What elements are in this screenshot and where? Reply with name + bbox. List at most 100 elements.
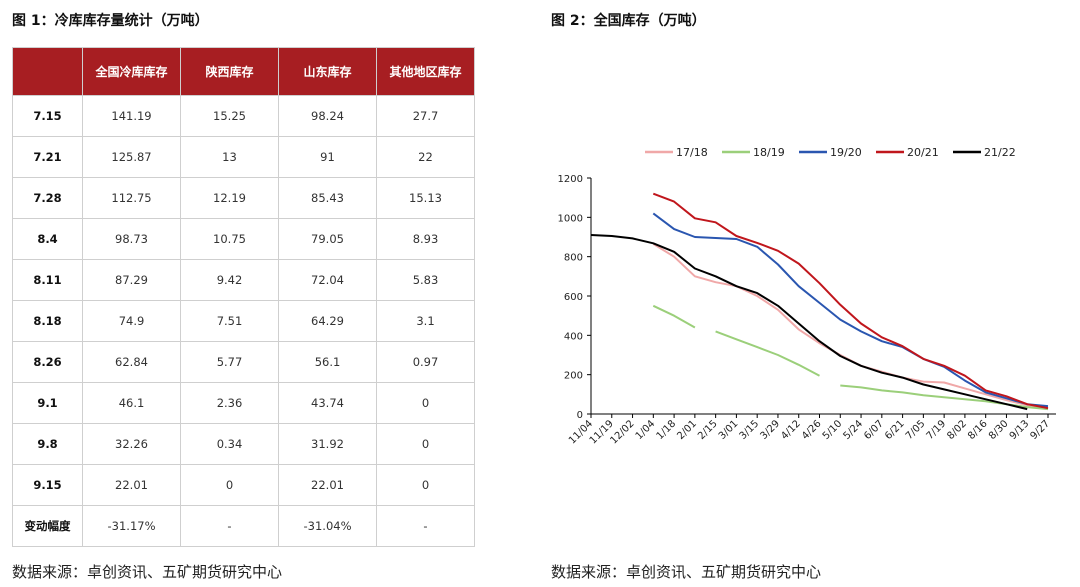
table-cell: 0 bbox=[180, 464, 279, 506]
table-row: 7.28 112.75 12.19 85.43 15.13 bbox=[12, 177, 475, 219]
column-header bbox=[12, 47, 83, 96]
row-label: 变动幅度 bbox=[12, 505, 83, 547]
y-tick-label: 400 bbox=[564, 331, 583, 342]
table-cell: 15.25 bbox=[180, 95, 279, 137]
table-cell: 0 bbox=[376, 464, 475, 506]
column-header: 陕西库存 bbox=[180, 47, 279, 96]
table-cell: 43.74 bbox=[278, 382, 377, 424]
table-cell: 22 bbox=[376, 136, 475, 178]
x-tick-label: 5/10 bbox=[821, 418, 845, 442]
table-row: 7.15 141.19 15.25 98.24 27.7 bbox=[12, 95, 475, 137]
inventory-line-chart: 02004006008001000120011/0411/1912/021/04… bbox=[558, 146, 1056, 447]
fig1-source: 数据来源：卓创资讯、五矿期货研究中心 bbox=[12, 563, 283, 581]
x-tick-label: 6/07 bbox=[862, 418, 886, 442]
row-label: 9.15 bbox=[12, 464, 83, 506]
row-label: 9.8 bbox=[12, 423, 83, 465]
table-cell: -31.17% bbox=[82, 505, 181, 547]
table-row: 9.15 22.01 0 22.01 0 bbox=[12, 464, 475, 506]
x-tick-label: 8/30 bbox=[987, 418, 1011, 442]
table-cell: 27.7 bbox=[376, 95, 475, 137]
table-cell: 8.93 bbox=[376, 218, 475, 260]
x-tick-label: 4/26 bbox=[800, 418, 824, 442]
column-header: 山东库存 bbox=[278, 47, 377, 96]
table-cell: 79.05 bbox=[278, 218, 377, 260]
table-cell: 85.43 bbox=[278, 177, 377, 219]
table-cell: 74.9 bbox=[82, 300, 181, 342]
x-tick-label: 7/19 bbox=[925, 418, 949, 442]
table-row: 9.8 32.26 0.34 31.92 0 bbox=[12, 423, 475, 465]
table-cell: 125.87 bbox=[82, 136, 181, 178]
table-row: 变动幅度 -31.17% - -31.04% - bbox=[12, 505, 475, 547]
fig1-title: 图 1：冷库库存量统计（万吨） bbox=[12, 13, 209, 29]
row-label: 7.21 bbox=[12, 136, 83, 178]
x-tick-label: 8/02 bbox=[945, 418, 969, 442]
row-label: 7.28 bbox=[12, 177, 83, 219]
row-label: 9.1 bbox=[12, 382, 83, 424]
y-tick-label: 1200 bbox=[558, 174, 583, 185]
table-cell: 46.1 bbox=[82, 382, 181, 424]
row-label: 8.11 bbox=[12, 259, 83, 301]
row-label: 8.18 bbox=[12, 300, 83, 342]
fig2-source: 数据来源：卓创资讯、五矿期货研究中心 bbox=[551, 563, 822, 581]
table-cell: - bbox=[180, 505, 279, 547]
table-cell: 12.19 bbox=[180, 177, 279, 219]
series-line-19-20 bbox=[652, 212, 1049, 408]
table-cell: 91 bbox=[278, 136, 377, 178]
x-tick-label: 2/15 bbox=[696, 418, 720, 442]
legend-label: 20/21 bbox=[907, 146, 939, 159]
row-label: 7.15 bbox=[12, 95, 83, 137]
row-label: 8.4 bbox=[12, 218, 83, 260]
table-row: 9.1 46.1 2.36 43.74 0 bbox=[12, 382, 475, 424]
table-row: 8.26 62.84 5.77 56.1 0.97 bbox=[12, 341, 475, 383]
row-label: 8.26 bbox=[12, 341, 83, 383]
y-tick-label: 600 bbox=[564, 292, 583, 303]
table-cell: 62.84 bbox=[82, 341, 181, 383]
table-row: 8.11 87.29 9.42 72.04 5.83 bbox=[12, 259, 475, 301]
table-cell: -31.04% bbox=[278, 505, 377, 547]
table-row: 8.4 98.73 10.75 79.05 8.93 bbox=[12, 218, 475, 260]
column-header: 其他地区库存 bbox=[376, 47, 475, 96]
table-cell: 141.19 bbox=[82, 95, 181, 137]
table-cell: 31.92 bbox=[278, 423, 377, 465]
table-body: 7.15 141.19 15.25 98.24 27.7 7.21 125.87 13 91 22… bbox=[12, 95, 475, 547]
legend-label: 18/19 bbox=[753, 146, 785, 159]
series-line-21-22 bbox=[590, 234, 1028, 411]
x-tick-label: 3/01 bbox=[717, 418, 741, 442]
table-cell: 0 bbox=[376, 382, 475, 424]
table-cell: 10.75 bbox=[180, 218, 279, 260]
legend-label: 19/20 bbox=[830, 146, 862, 159]
table-row: 8.18 74.9 7.51 64.29 3.1 bbox=[12, 300, 475, 342]
table-cell: 5.77 bbox=[180, 341, 279, 383]
table-header-row: 全国冷库库存 陕西库存 山东库存 其他地区库存 bbox=[12, 47, 475, 96]
y-tick-label: 1000 bbox=[558, 213, 583, 224]
x-tick-label: 12/02 bbox=[609, 418, 637, 446]
table-cell: 0.97 bbox=[376, 341, 475, 383]
fig2-title: 图 2：全国库存（万吨） bbox=[551, 13, 706, 29]
series-line-20-21 bbox=[652, 192, 1049, 410]
table-cell: 0.34 bbox=[180, 423, 279, 465]
table-row: 7.21 125.87 13 91 22 bbox=[12, 136, 475, 178]
table-cell: 13 bbox=[180, 136, 279, 178]
legend-label: 17/18 bbox=[676, 146, 708, 159]
y-tick-label: 200 bbox=[564, 371, 583, 382]
x-tick-label: 1/18 bbox=[655, 418, 679, 442]
cold-storage-table: 全国冷库库存 陕西库存 山东库存 其他地区库存 7.15 141.19 15.25 98.2… bbox=[12, 47, 475, 547]
table-cell: 22.01 bbox=[278, 464, 377, 506]
column-header: 全国冷库库存 bbox=[82, 47, 181, 96]
x-tick-label: 9/27 bbox=[1028, 418, 1052, 442]
table-cell: 5.83 bbox=[376, 259, 475, 301]
table-cell: 32.26 bbox=[82, 423, 181, 465]
legend-label: 21/22 bbox=[984, 146, 1016, 159]
table-cell: 64.29 bbox=[278, 300, 377, 342]
x-tick-label: 3/15 bbox=[738, 418, 762, 442]
y-tick-label: 800 bbox=[564, 253, 583, 264]
table-cell: 7.51 bbox=[180, 300, 279, 342]
table-cell: 87.29 bbox=[82, 259, 181, 301]
x-tick-label: 6/21 bbox=[883, 418, 907, 442]
table-cell: 112.75 bbox=[82, 177, 181, 219]
x-tick-label: 1/04 bbox=[634, 418, 658, 442]
x-tick-label: 3/29 bbox=[758, 418, 782, 442]
x-tick-label: 9/13 bbox=[1008, 418, 1032, 442]
table-cell: 98.24 bbox=[278, 95, 377, 137]
table-cell: 0 bbox=[376, 423, 475, 465]
